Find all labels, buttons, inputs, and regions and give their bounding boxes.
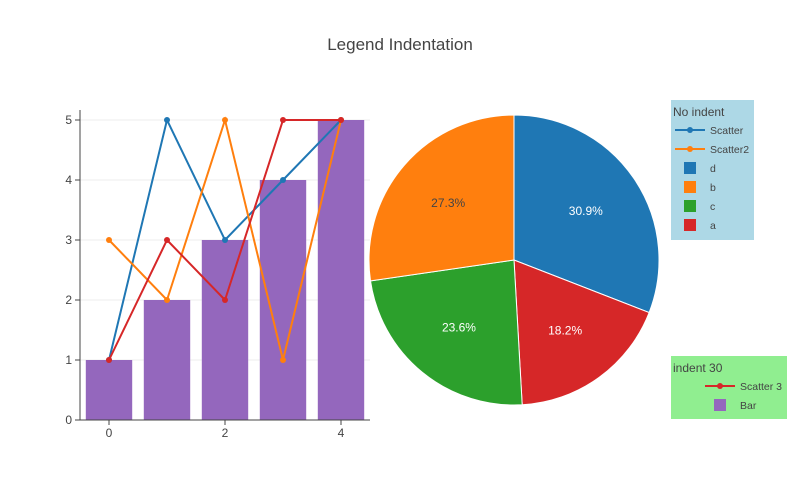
legend-box-swatch: [684, 181, 696, 193]
tick-labels: 0 1 2 3 4 5 0 2 4: [65, 113, 344, 440]
data-point: [106, 237, 112, 243]
legend-item-label: c: [710, 201, 715, 213]
y-tick-label: 0: [65, 413, 72, 427]
legend-item-label: Scatter 3: [740, 381, 782, 393]
legend-item-label: Scatter: [710, 125, 744, 137]
data-point: [106, 357, 112, 363]
data-point: [280, 177, 286, 183]
data-point: [338, 117, 344, 123]
legend-box-swatch: [684, 219, 696, 231]
pie-chart: 30.9% 18.2% 23.6% 27.3%: [368, 114, 660, 406]
bar: [143, 300, 191, 420]
y-tick-label: 1: [65, 353, 72, 367]
pie-slice: [368, 114, 515, 282]
data-point: [222, 297, 228, 303]
x-tick-label: 0: [106, 426, 113, 440]
legend-item-label: d: [710, 163, 716, 175]
legend-box-swatch: [684, 200, 696, 212]
pie-slice-label: 30.9%: [569, 204, 603, 218]
y-tick-label: 2: [65, 293, 72, 307]
plot-axes: [75, 110, 370, 425]
bar: [259, 180, 307, 420]
data-point: [222, 237, 228, 243]
pie-slice-label: 27.3%: [431, 196, 465, 210]
data-point: [164, 237, 170, 243]
pie-slice-label: 18.2%: [548, 323, 582, 337]
bar: [85, 360, 133, 420]
data-point: [280, 117, 286, 123]
y-tick-label: 3: [65, 233, 72, 247]
legend-item-label: Bar: [740, 400, 757, 412]
data-point: [222, 117, 228, 123]
legend-title: indent 30: [673, 361, 723, 375]
legend-title: No indent: [673, 105, 725, 119]
bar: [317, 120, 365, 420]
x-tick-label: 4: [338, 426, 345, 440]
line-series-group: [106, 116, 344, 363]
data-point: [164, 117, 170, 123]
legend-marker-swatch: [687, 146, 693, 152]
legend-item-label: Scatter2: [710, 144, 749, 156]
legend-background: [671, 356, 787, 419]
legend-item-label: a: [710, 220, 716, 232]
bar: [201, 240, 249, 420]
pie-slice-label: 23.6%: [442, 320, 476, 334]
legend-box-swatch: [714, 399, 726, 411]
pie-slice: [513, 114, 660, 314]
x-tick-label: 2: [222, 426, 229, 440]
y-tick-label: 4: [65, 173, 72, 187]
pie-slice: [369, 259, 523, 406]
legend-item-label: b: [710, 182, 716, 194]
line-series: [106, 117, 344, 363]
legend-marker-swatch: [717, 383, 723, 389]
pie-slice: [513, 259, 650, 406]
data-point: [164, 297, 170, 303]
chart-title: Legend Indentation: [327, 35, 473, 54]
data-point: [280, 357, 286, 363]
legend-indent-30: indent 30 Scatter 3 Bar: [671, 356, 787, 419]
legend-box-swatch: [684, 162, 696, 174]
y-tick-label: 5: [65, 113, 72, 127]
legend-marker-swatch: [687, 127, 693, 133]
